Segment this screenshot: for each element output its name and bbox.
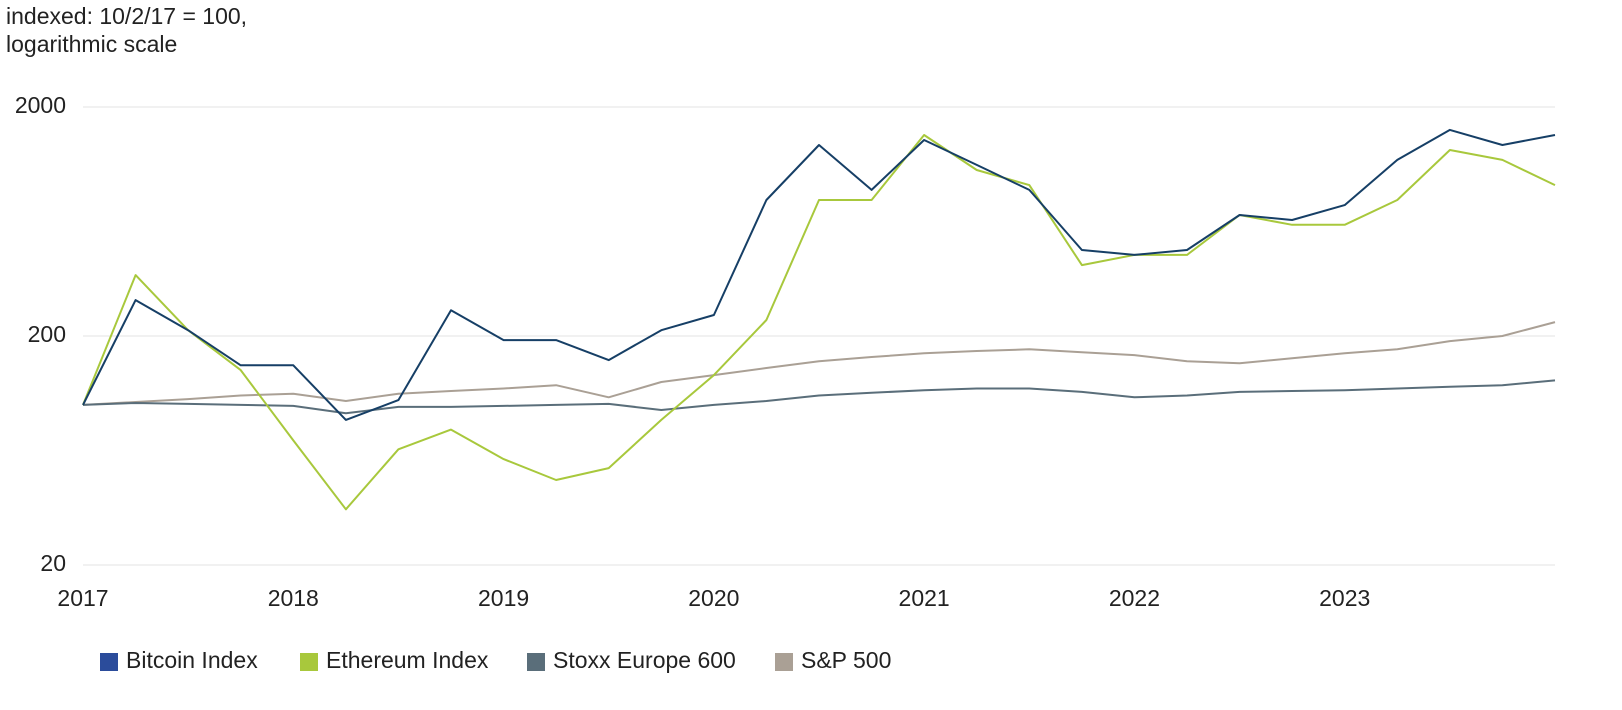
x-tick-label: 2023 bbox=[1319, 585, 1370, 611]
legend-swatch bbox=[100, 653, 118, 671]
x-tick-label: 2022 bbox=[1109, 585, 1160, 611]
series-line bbox=[82, 379, 1556, 415]
x-tick-label: 2020 bbox=[688, 585, 739, 611]
y-tick-label: 20 bbox=[40, 550, 66, 576]
series-line bbox=[82, 134, 1556, 511]
legend-label: Bitcoin Index bbox=[126, 647, 258, 673]
legend-label: S&P 500 bbox=[801, 647, 891, 673]
series-line bbox=[82, 128, 1556, 421]
legend-swatch bbox=[775, 653, 793, 671]
legend-swatch bbox=[527, 653, 545, 671]
axis-note: indexed: 10/2/17 = 100, bbox=[6, 3, 247, 29]
y-tick-label: 200 bbox=[28, 321, 66, 347]
x-tick-label: 2017 bbox=[57, 585, 108, 611]
series-line bbox=[82, 321, 1556, 406]
legend-label: Stoxx Europe 600 bbox=[553, 647, 736, 673]
x-tick-label: 2018 bbox=[268, 585, 319, 611]
legend-label: Ethereum Index bbox=[326, 647, 489, 673]
legend-swatch bbox=[300, 653, 318, 671]
y-tick-label: 2000 bbox=[15, 92, 66, 118]
axis-note: logarithmic scale bbox=[6, 31, 177, 57]
x-tick-label: 2021 bbox=[899, 585, 950, 611]
x-tick-label: 2019 bbox=[478, 585, 529, 611]
